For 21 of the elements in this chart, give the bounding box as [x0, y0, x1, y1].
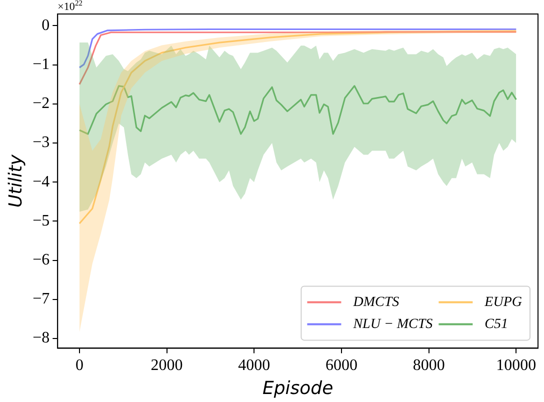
legend-label: EUPG: [484, 294, 522, 310]
y-tick-label: −4: [32, 173, 50, 190]
y-tick-label: −7: [32, 290, 50, 308]
x-tick-label: 4000: [238, 357, 270, 374]
x-tick-label: 2000: [150, 357, 183, 374]
x-tick-label: 10000: [496, 357, 536, 374]
legend-label: DMCTS: [352, 294, 400, 310]
x-tick-label: 0: [75, 357, 84, 374]
x-tick-label: 8000: [412, 357, 445, 374]
y-tick-label: −5: [32, 212, 50, 230]
legend-label: C51: [484, 316, 508, 332]
y-tick-label: −6: [32, 251, 50, 268]
x-tick-label: 6000: [325, 357, 358, 374]
legend-label: NLU − MCTS: [352, 316, 433, 332]
y-tick-label: 0: [42, 16, 50, 34]
y-tick-label: −8: [32, 330, 50, 347]
y-tick-label: −3: [32, 134, 50, 152]
y-tick-label: −1: [32, 56, 50, 74]
x-axis-title: Episode: [262, 378, 334, 399]
y-axis-title: Utility: [5, 154, 26, 208]
y-tick-label: −2: [32, 95, 50, 112]
